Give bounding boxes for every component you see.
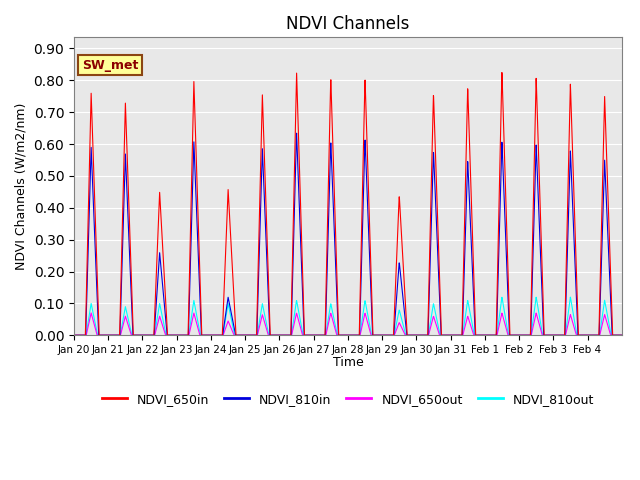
NDVI_650out — [534, 318, 542, 324]
NDVI_810out — [70, 332, 78, 338]
Legend: NDVI_650in, NDVI_810in, NDVI_650out, NDVI_810out: NDVI_650in, NDVI_810in, NDVI_650out, NDV… — [97, 388, 599, 411]
Title: NDVI Channels: NDVI Channels — [286, 15, 410, 33]
NDVI_650out — [612, 332, 620, 338]
NDVI_810out — [501, 313, 509, 319]
NDVI_650out — [502, 323, 509, 328]
NDVI_810in — [70, 332, 78, 338]
NDVI_650out — [618, 332, 625, 338]
NDVI_650in — [502, 180, 509, 186]
Line: NDVI_650out: NDVI_650out — [74, 313, 621, 335]
NDVI_650in — [418, 332, 426, 338]
NDVI_810in — [182, 332, 190, 338]
NDVI_810out — [418, 332, 426, 338]
NDVI_810in — [612, 332, 620, 338]
NDVI_810in — [618, 332, 625, 338]
NDVI_650in — [70, 332, 78, 338]
NDVI_810in — [502, 225, 509, 231]
X-axis label: Time: Time — [333, 356, 364, 370]
NDVI_650in — [534, 140, 542, 146]
NDVI_810out — [182, 332, 190, 338]
NDVI_650in — [618, 332, 625, 338]
NDVI_810out — [534, 305, 542, 311]
Y-axis label: NDVI Channels (W/m2/nm): NDVI Channels (W/m2/nm) — [15, 103, 28, 270]
NDVI_810in — [467, 220, 474, 226]
NDVI_810out — [612, 332, 620, 338]
NDVI_650out — [467, 322, 474, 327]
NDVI_650out — [182, 332, 190, 338]
NDVI_650out — [87, 310, 95, 316]
NDVI_650out — [419, 332, 426, 338]
Line: NDVI_650in: NDVI_650in — [74, 72, 621, 335]
NDVI_810out — [618, 332, 625, 338]
NDVI_810in — [292, 131, 300, 136]
NDVI_810out — [467, 311, 474, 317]
Line: NDVI_810out: NDVI_810out — [74, 297, 621, 335]
NDVI_810out — [566, 294, 574, 300]
NDVI_810in — [534, 192, 542, 198]
NDVI_650out — [70, 332, 78, 338]
NDVI_650in — [498, 70, 506, 75]
NDVI_650in — [182, 332, 190, 338]
NDVI_650in — [467, 163, 474, 168]
NDVI_810in — [419, 332, 426, 338]
Text: SW_met: SW_met — [83, 59, 139, 72]
Line: NDVI_810in: NDVI_810in — [74, 133, 621, 335]
NDVI_650in — [612, 332, 620, 338]
